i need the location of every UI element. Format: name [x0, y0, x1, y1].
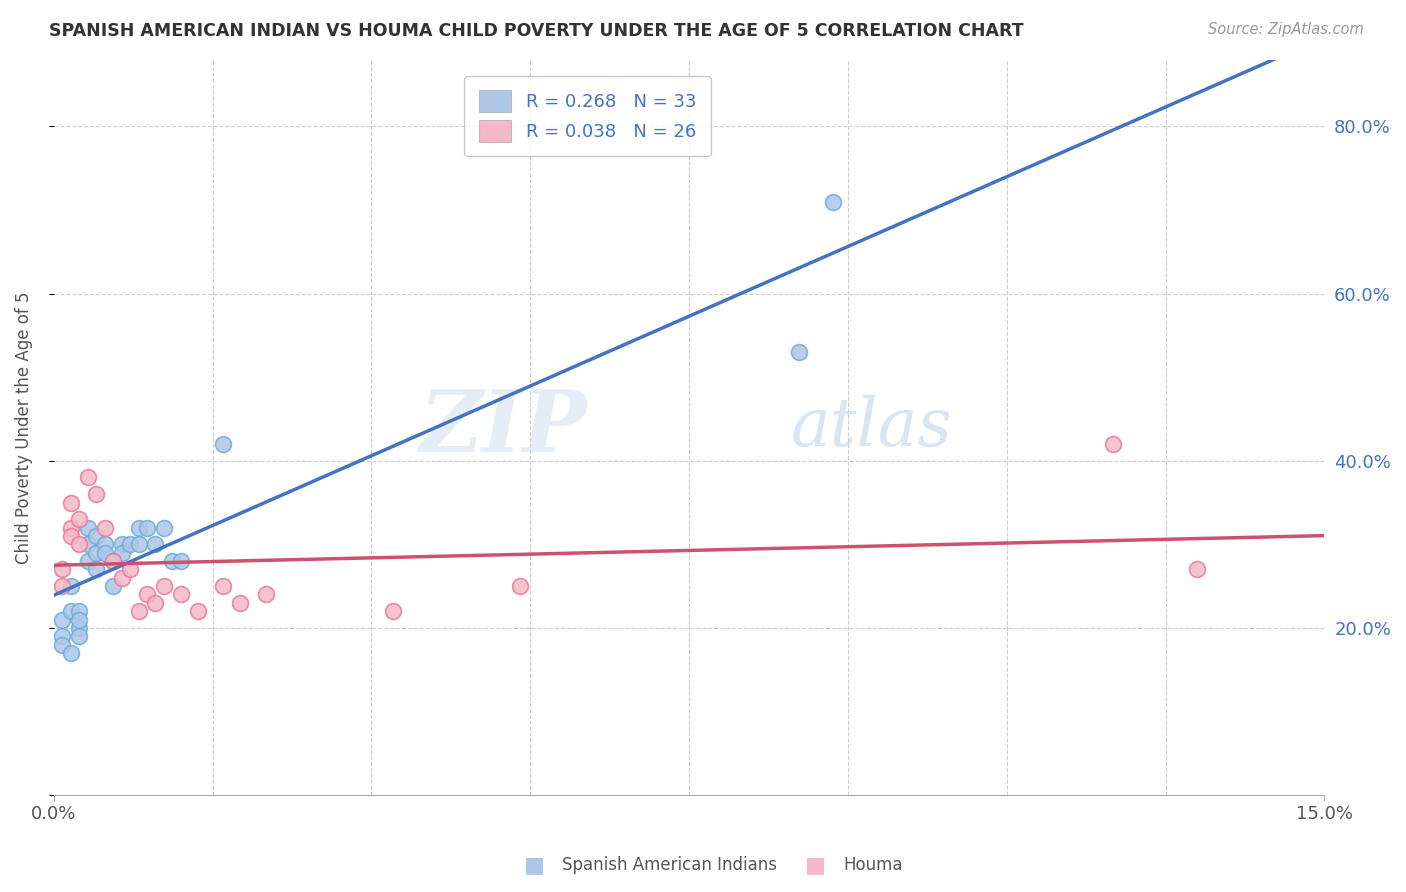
- Point: [110, 537, 132, 551]
- Point: [153, 521, 176, 535]
- Point: [136, 587, 159, 601]
- Point: [101, 579, 124, 593]
- Point: [59, 579, 82, 593]
- Point: [823, 194, 845, 209]
- Point: [509, 579, 531, 593]
- Text: Source: ZipAtlas.com: Source: ZipAtlas.com: [1208, 22, 1364, 37]
- Point: [381, 604, 404, 618]
- Y-axis label: Child Poverty Under the Age of 5: Child Poverty Under the Age of 5: [15, 291, 32, 564]
- Point: [59, 604, 82, 618]
- Point: [136, 521, 159, 535]
- Text: Houma: Houma: [844, 856, 903, 874]
- Point: [51, 562, 73, 576]
- Text: SPANISH AMERICAN INDIAN VS HOUMA CHILD POVERTY UNDER THE AGE OF 5 CORRELATION CH: SPANISH AMERICAN INDIAN VS HOUMA CHILD P…: [49, 22, 1024, 40]
- Point: [170, 587, 193, 601]
- Point: [110, 546, 132, 560]
- Point: [229, 596, 252, 610]
- Point: [59, 495, 82, 509]
- Point: [51, 629, 73, 643]
- Point: [120, 562, 142, 576]
- Point: [76, 537, 98, 551]
- Point: [145, 537, 167, 551]
- Text: Spanish American Indians: Spanish American Indians: [562, 856, 778, 874]
- Text: ■: ■: [806, 855, 825, 875]
- Point: [110, 571, 132, 585]
- Point: [59, 646, 82, 660]
- Point: [76, 554, 98, 568]
- Point: [51, 579, 73, 593]
- Point: [162, 554, 184, 568]
- Point: [51, 638, 73, 652]
- Point: [67, 604, 90, 618]
- Point: [101, 554, 124, 568]
- Point: [787, 345, 810, 359]
- Point: [59, 521, 82, 535]
- Point: [1101, 437, 1123, 451]
- Point: [67, 613, 90, 627]
- Point: [128, 604, 150, 618]
- Point: [76, 521, 98, 535]
- Point: [128, 537, 150, 551]
- Point: [1187, 562, 1209, 576]
- Point: [76, 470, 98, 484]
- Text: ■: ■: [524, 855, 544, 875]
- Point: [84, 546, 107, 560]
- Point: [67, 512, 90, 526]
- Point: [93, 521, 115, 535]
- Point: [59, 529, 82, 543]
- Point: [170, 554, 193, 568]
- Point: [51, 613, 73, 627]
- Point: [120, 537, 142, 551]
- Point: [153, 579, 176, 593]
- Point: [145, 596, 167, 610]
- Point: [93, 537, 115, 551]
- Point: [84, 487, 107, 501]
- Point: [67, 621, 90, 635]
- Point: [84, 529, 107, 543]
- Point: [212, 437, 235, 451]
- Text: atlas: atlas: [790, 394, 952, 460]
- Point: [67, 537, 90, 551]
- Point: [84, 562, 107, 576]
- Point: [93, 546, 115, 560]
- Text: ZIP: ZIP: [419, 385, 588, 469]
- Point: [254, 587, 277, 601]
- Point: [67, 629, 90, 643]
- Point: [187, 604, 209, 618]
- Legend: R = 0.268   N = 33, R = 0.038   N = 26: R = 0.268 N = 33, R = 0.038 N = 26: [464, 76, 710, 156]
- Point: [128, 521, 150, 535]
- Point: [101, 554, 124, 568]
- Point: [212, 579, 235, 593]
